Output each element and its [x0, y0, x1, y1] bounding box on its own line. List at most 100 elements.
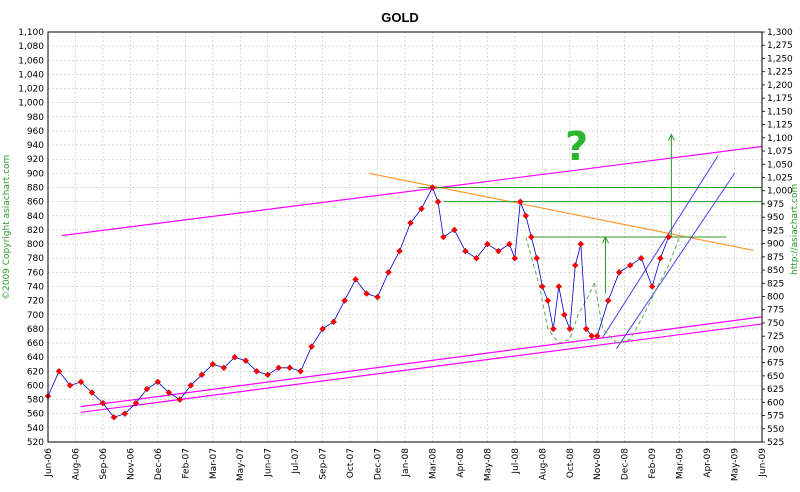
x-tick-label: Nov-06	[126, 448, 136, 480]
right-tick-label: 650	[767, 372, 784, 382]
x-tick-label: Sep-06	[99, 448, 109, 480]
x-tick-label: Jul-07	[291, 448, 301, 475]
price-marker	[407, 219, 414, 227]
x-tick-label: Jul-08	[511, 448, 521, 475]
price-marker	[615, 269, 623, 276]
price-marker	[319, 325, 326, 333]
right-tick-label: 875	[767, 253, 784, 263]
axes: 520 540 560 580 600 620 640 660 680 700 720 740 760 7…	[18, 28, 793, 481]
price-marker	[539, 283, 546, 290]
left-tick-label: 640	[27, 353, 44, 363]
right-tick-label: 575	[767, 412, 784, 422]
lower-channel-line-1	[80, 316, 763, 408]
right-tick-label: 1,150	[767, 107, 793, 117]
price-marker	[582, 325, 590, 333]
price-marker	[363, 290, 370, 297]
lower-channel-line-2	[80, 323, 763, 413]
price-marker	[604, 297, 612, 304]
price-marker	[555, 283, 563, 290]
left-tick-label: 740	[27, 282, 44, 292]
price-marker	[264, 371, 271, 379]
left-tick-label: 900	[27, 169, 44, 179]
left-tick-label: 720	[27, 297, 44, 307]
left-tick-label: 540	[27, 424, 44, 434]
left-tick-label: 1,020	[18, 85, 44, 95]
right-tick-label: 1,125	[767, 121, 793, 131]
price-marker	[506, 240, 513, 248]
price-marker	[99, 399, 107, 407]
x-tick-label: Apr-09	[703, 448, 713, 478]
x-tick-label: Aug-08	[538, 448, 548, 481]
price-marker	[657, 254, 664, 262]
price-marker	[511, 254, 519, 262]
right-tick-label: 1,175	[767, 94, 793, 104]
left-tick-label: 860	[27, 198, 44, 208]
right-tick-label: 1,050	[767, 160, 793, 170]
price-marker	[533, 254, 541, 262]
price-marker	[88, 389, 96, 396]
x-tick-label: Jun-09	[758, 448, 768, 478]
right-tick-label: 925	[767, 226, 784, 236]
cup-outline-2	[594, 236, 681, 344]
price-marker	[231, 353, 238, 361]
price-marker	[473, 254, 480, 262]
right-tick-label: 775	[767, 306, 784, 316]
left-tick-label: 700	[27, 311, 44, 321]
target-arrow-right-head	[667, 133, 675, 141]
x-tick-label: Aug-06	[71, 448, 81, 481]
price-marker	[209, 360, 217, 368]
price-marker	[550, 325, 557, 333]
left-tick-label: 1,060	[18, 56, 44, 66]
question-mark-annotation: ?	[565, 124, 588, 170]
right-tick-label: 675	[767, 359, 784, 369]
price-marker	[121, 410, 129, 417]
price-marker	[132, 399, 140, 407]
price-marker	[434, 198, 442, 205]
price-marker	[429, 184, 436, 191]
left-tick-label: 680	[27, 325, 44, 335]
x-tick-label: Apr-08	[456, 448, 466, 478]
price-marker	[517, 198, 524, 205]
x-tick-label: Feb-07	[181, 448, 191, 479]
x-tick-label: Jun-06	[44, 448, 54, 478]
right-tick-label: 700	[767, 345, 784, 355]
x-tick-label: Mar-08	[428, 448, 438, 479]
chart-title: GOLD	[381, 10, 419, 25]
right-tick-label: 975	[767, 200, 784, 210]
x-tick-label: May-09	[731, 448, 741, 481]
price-marker	[275, 364, 282, 372]
target-arrow-left-head	[602, 235, 609, 244]
x-tick-label: May-07	[236, 448, 246, 481]
copyright-label: ©2009 Copyright asiachart.com	[2, 155, 12, 300]
price-marker	[440, 233, 447, 241]
left-tick-label: 800	[27, 240, 44, 250]
price-marker	[528, 233, 535, 241]
left-tick-label: 560	[27, 410, 44, 420]
price-marker	[187, 382, 195, 389]
left-tick-label: 960	[27, 127, 44, 137]
right-tick-label: 750	[767, 319, 784, 329]
right-tick-label: 550	[767, 425, 784, 435]
left-tick-label: 580	[27, 396, 44, 406]
price-marker	[495, 247, 502, 255]
right-tick-label: 1,000	[767, 187, 793, 197]
left-tick-label: 760	[27, 268, 44, 278]
price-marker	[665, 233, 672, 241]
right-tick-label: 600	[767, 398, 784, 408]
right-tick-label: 950	[767, 213, 784, 223]
price-marker	[385, 269, 392, 276]
price-marker	[297, 368, 304, 375]
price-marker	[253, 368, 260, 375]
left-tick-label: 620	[27, 367, 44, 377]
price-marker	[352, 276, 359, 283]
price-marker	[286, 364, 293, 372]
price-marker	[566, 325, 574, 333]
url-label: http://asiachart.com	[790, 184, 800, 275]
price-marker	[396, 247, 403, 255]
price-marker	[637, 254, 645, 262]
price-marker	[110, 414, 118, 421]
right-tick-label: 850	[767, 266, 784, 276]
x-tick-label: Feb-09	[648, 448, 658, 479]
right-tick-label: 800	[767, 293, 784, 303]
